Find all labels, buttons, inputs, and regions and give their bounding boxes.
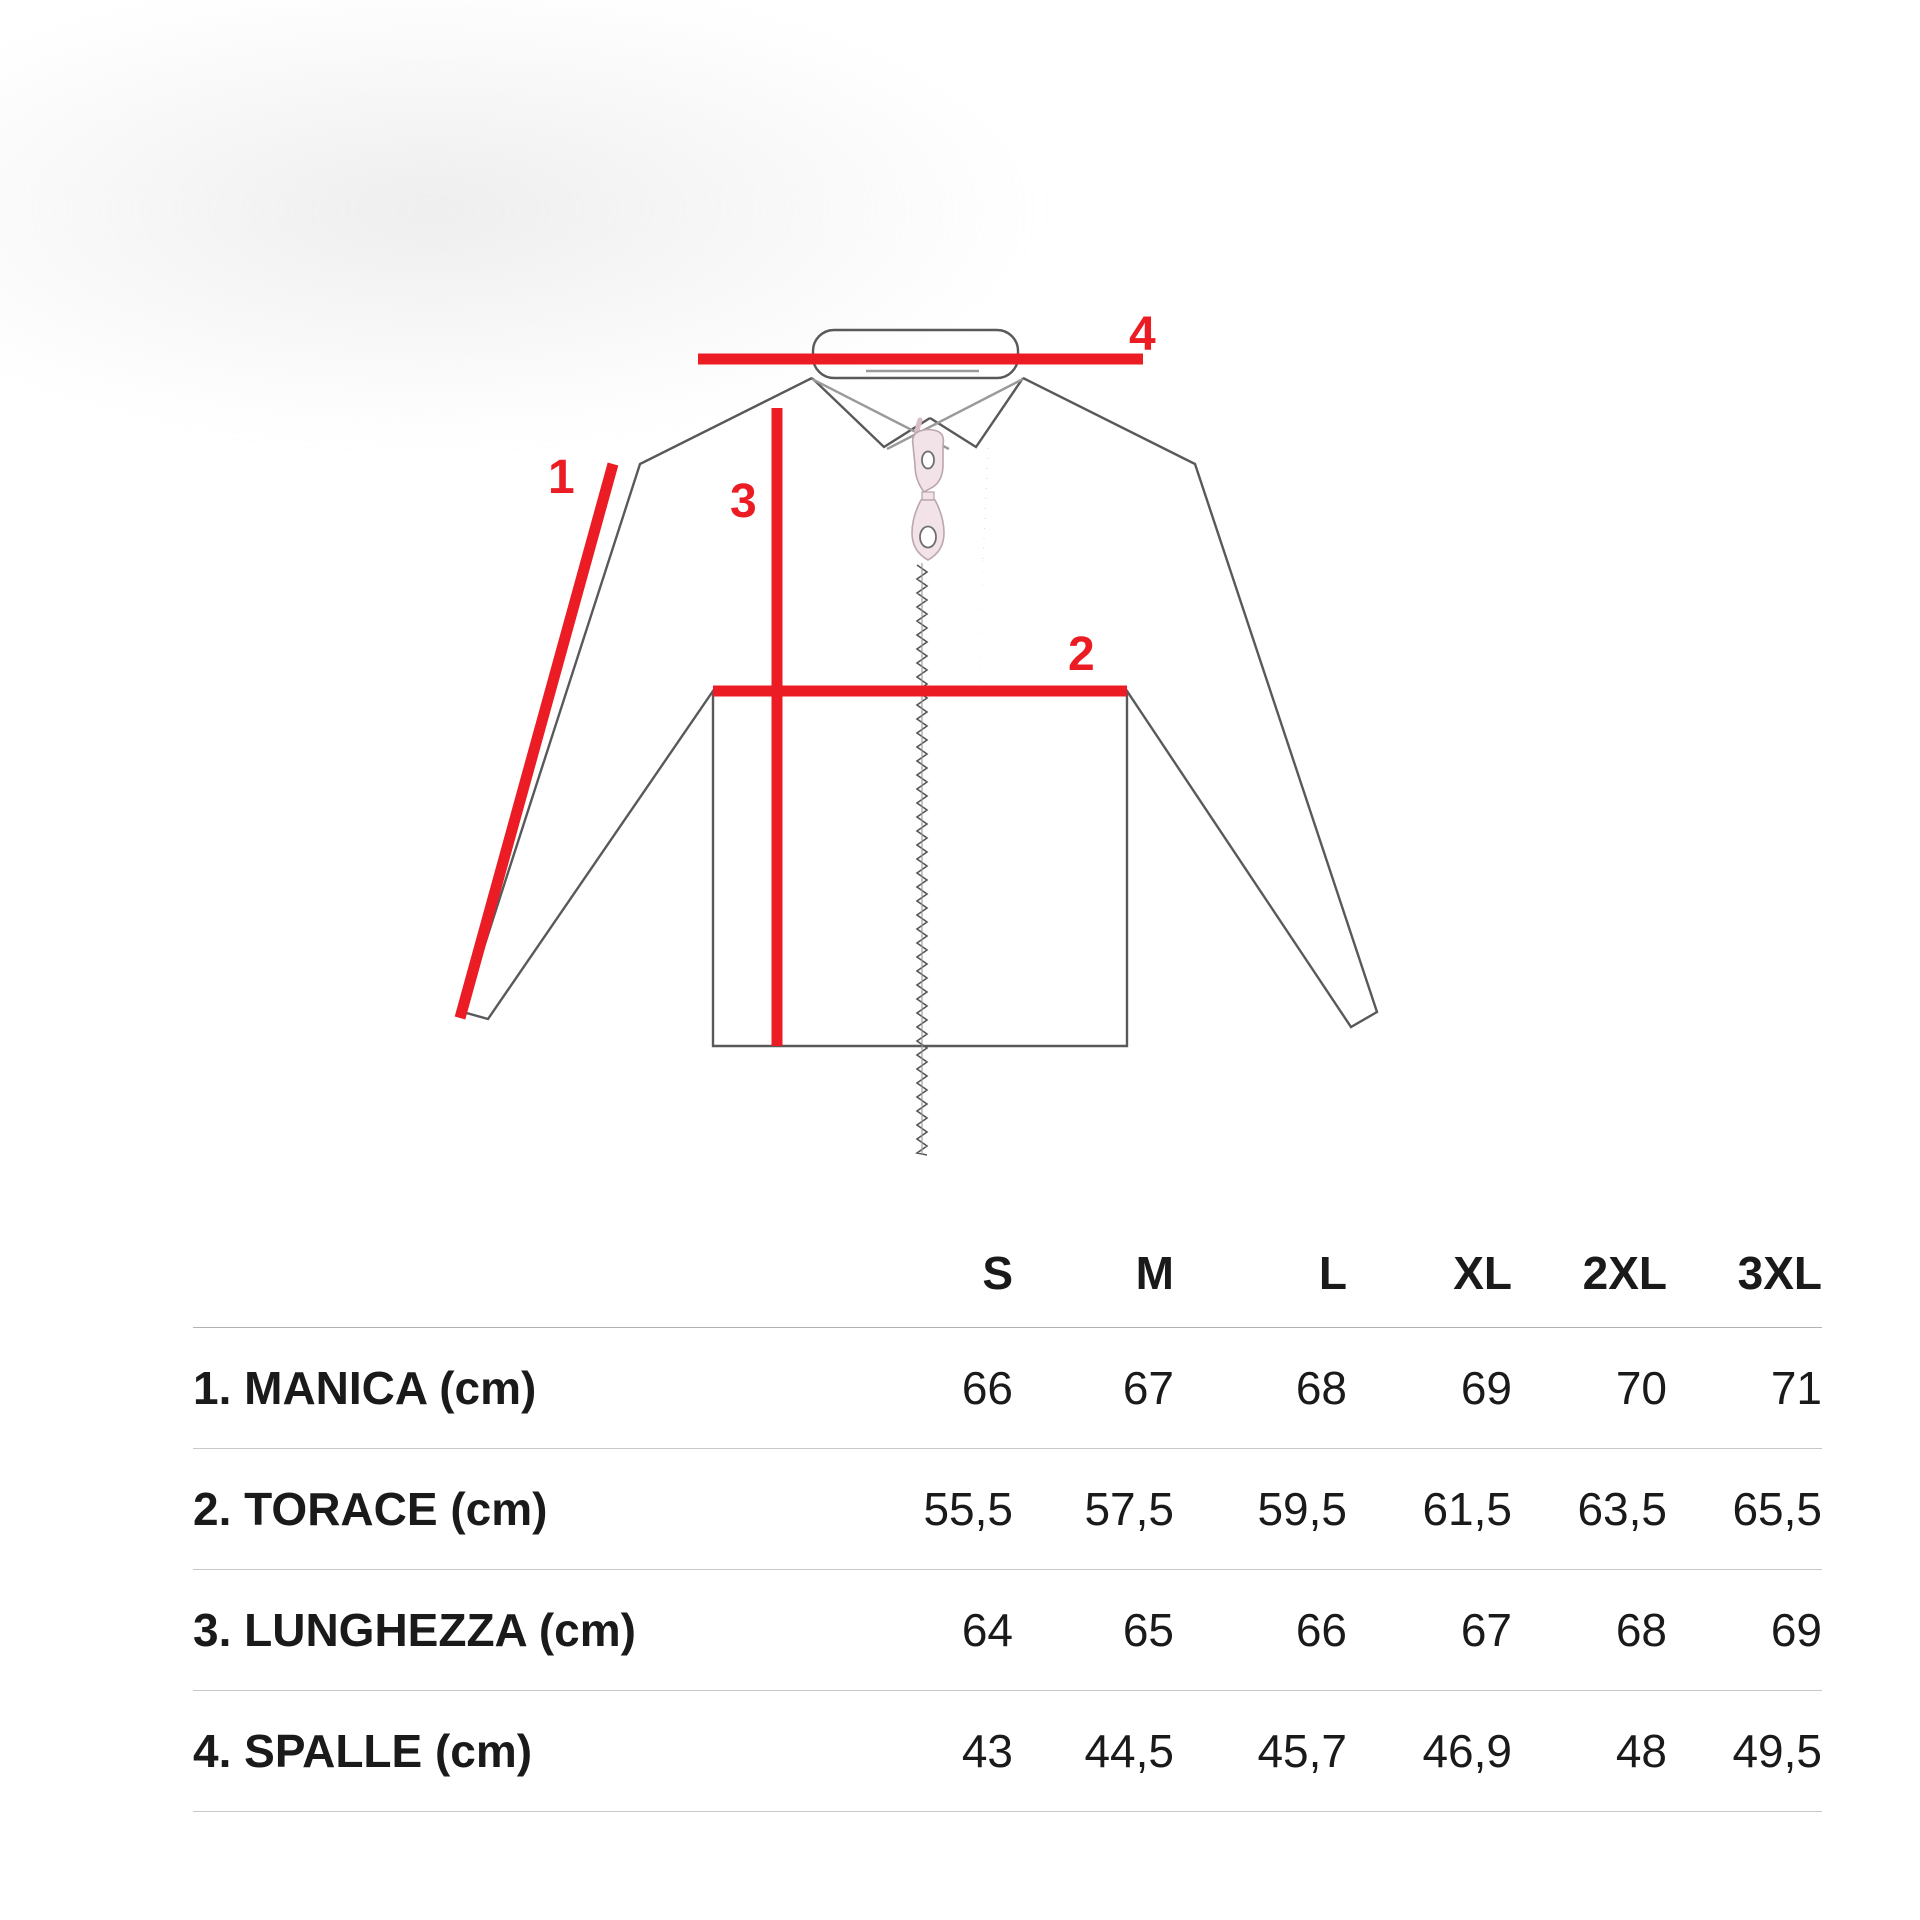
svg-text:4: 4 — [1129, 308, 1156, 361]
svg-text:2: 2 — [1068, 628, 1095, 681]
svg-text:3: 3 — [730, 475, 757, 528]
svg-text:1: 1 — [548, 451, 575, 504]
